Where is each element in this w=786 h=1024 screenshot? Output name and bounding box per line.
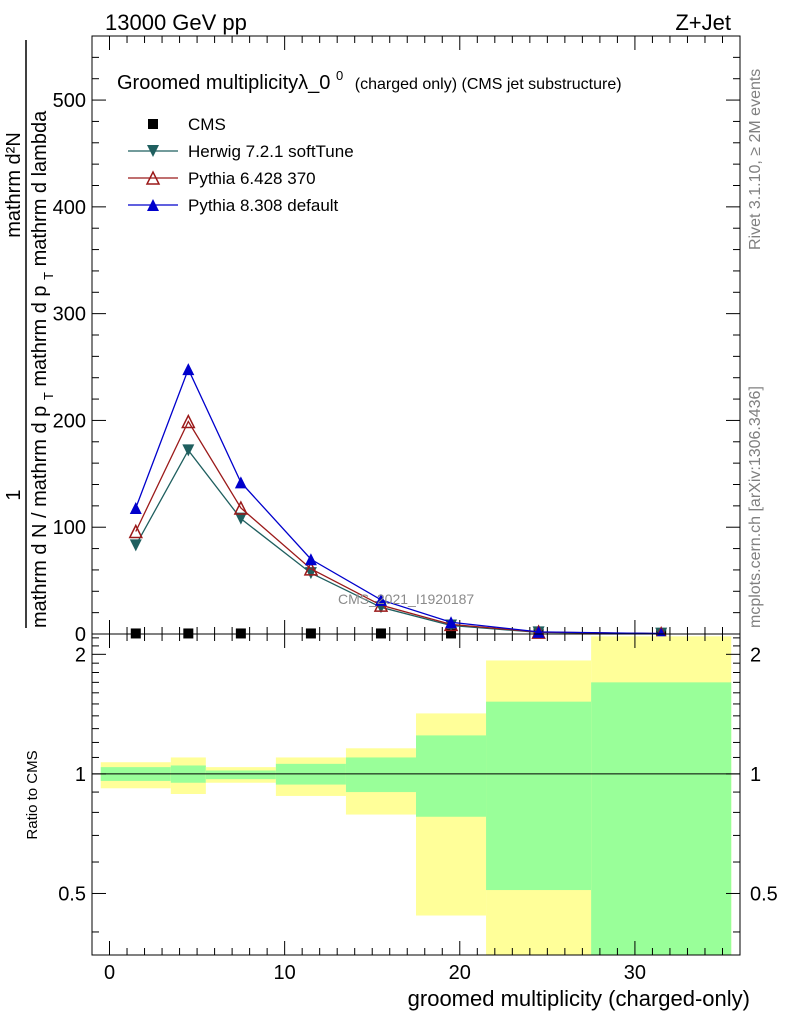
series-0-point-2 [235,628,246,639]
ratio-band-green-6 [486,701,592,891]
series-line-3 [135,367,662,635]
series-2-point-0 [128,523,143,539]
main-ylabel-den-sub1: T [41,392,56,400]
legend-marker-3 [147,199,159,211]
main-ylabel-den-part2: mathrm d p [29,285,51,386]
legend-marker-0 [148,119,158,129]
ratio-panel-frame [91,633,741,956]
series-3-point-3 [304,553,317,566]
ratio-band-green-4 [345,757,416,793]
main-title: Groomed multiplicityλ_0 0 (charged only)… [117,63,622,94]
main-ytick-label-5: 500 [53,90,86,112]
series-3-point-0 [129,501,142,514]
ratio-ylabel: Ratio to CMS [24,750,41,839]
series-3-point-5 [445,616,458,629]
series-1-point-1 [182,444,195,457]
watermark: CMS_2021_I1920187 [338,591,474,607]
series-3-point-6 [532,625,545,638]
ratio-xtick-label-2: 20 [449,962,471,984]
main-ylabel-den-part3: mathrm d lambda [29,110,51,266]
main-ylabel: 1 mathrm d²N mathrm d N / mathrm d p T m… [3,40,58,628]
series-2-point-1 [181,413,196,429]
series-1-point-2 [234,512,247,525]
series-2-point-3 [303,561,319,576]
series-0-point-1 [183,628,194,639]
main-ylabel-den-part1: mathrm d N / mathrm d p [29,406,51,628]
ratio-xtick-label-3: 30 [624,962,646,984]
side-text-bottom: mcplots.cern.ch [arXiv:1306.3436] [747,386,764,628]
main-ytick-label-1: 100 [53,517,86,539]
legend-label-3: Pythia 8.308 default [188,196,339,215]
ratio-ytick-label-right-0: 0.5 [750,883,778,905]
main-ylabel-numerator: mathrm d²N [3,132,25,238]
main-title-superscript: 0 [336,68,343,83]
series-3-point-2 [234,476,247,489]
main-title-text: Groomed multiplicityλ_0 [117,72,330,94]
ratio-band-green-2 [205,770,276,780]
main-ytick-label-2: 200 [53,410,86,432]
main-axis-ticks: 0 100 200 300 400 500 [53,35,740,646]
legend: CMS Herwig 7.2.1 softTune Pythia 6.428 370… [128,115,354,215]
legend-marker-2 [145,170,161,185]
ratio-axis-ticks: 0.5 0.51 12 20 10 20 30 [58,634,778,984]
legend-label-1: Herwig 7.2.1 softTune [188,142,354,161]
ratio-band-green-5 [416,735,487,817]
header-left: 13000 GeV pp [105,10,247,35]
ratio-band-green-7 [591,682,732,955]
series-0-point-0 [130,628,141,639]
series-1-point-0 [129,539,142,552]
series-3-point-1 [182,363,195,376]
series-0-point-4 [375,628,386,639]
legend-label-0: CMS [188,115,226,134]
ratio-ytick-label-right-1: 1 [750,764,761,786]
main-ytick-label-0: 0 [75,624,86,646]
ratio-ytick-label-1: 1 [75,764,86,786]
ratio-xtick-label-1: 10 [274,962,296,984]
legend-marker-1 [147,145,159,157]
ratio-xtick-label-0: 0 [104,962,115,984]
series-0-point-5 [446,628,457,639]
main-ytick-label-3: 300 [53,304,86,326]
series-3-point-4 [374,593,387,606]
main-ytick-label-4: 400 [53,197,86,219]
series-2-point-2 [233,500,249,515]
side-text-top: Rivet 3.1.10, ≥ 2M events [747,69,764,250]
ratio-panel: 0.5 0.51 12 20 10 20 30 Ratio to CMS groomed m… [24,633,778,1011]
main-ylabel-denominator: mathrm d N / mathrm d p T mathrm d p T m… [29,110,58,628]
main-ylabel-den-sub2: T [41,272,56,280]
main-title-rest: (charged only) (CMS jet substructure) [355,76,622,93]
main-ylabel-one: 1 [3,489,25,500]
header-right: Z+Jet [675,10,731,35]
ratio-ytick-label-0: 0.5 [58,883,86,905]
ratio-ytick-label-2: 2 [75,644,86,666]
ratio-bands [100,636,732,955]
main-panel: 0 100 200 300 400 500 Groomed multiplicityλ_0… [3,35,741,646]
legend-label-2: Pythia 6.428 370 [188,169,316,188]
ratio-xlabel: groomed multiplicity (charged-only) [408,986,750,1011]
series-0-point-3 [305,628,316,639]
ratio-ytick-label-right-2: 2 [750,644,761,666]
